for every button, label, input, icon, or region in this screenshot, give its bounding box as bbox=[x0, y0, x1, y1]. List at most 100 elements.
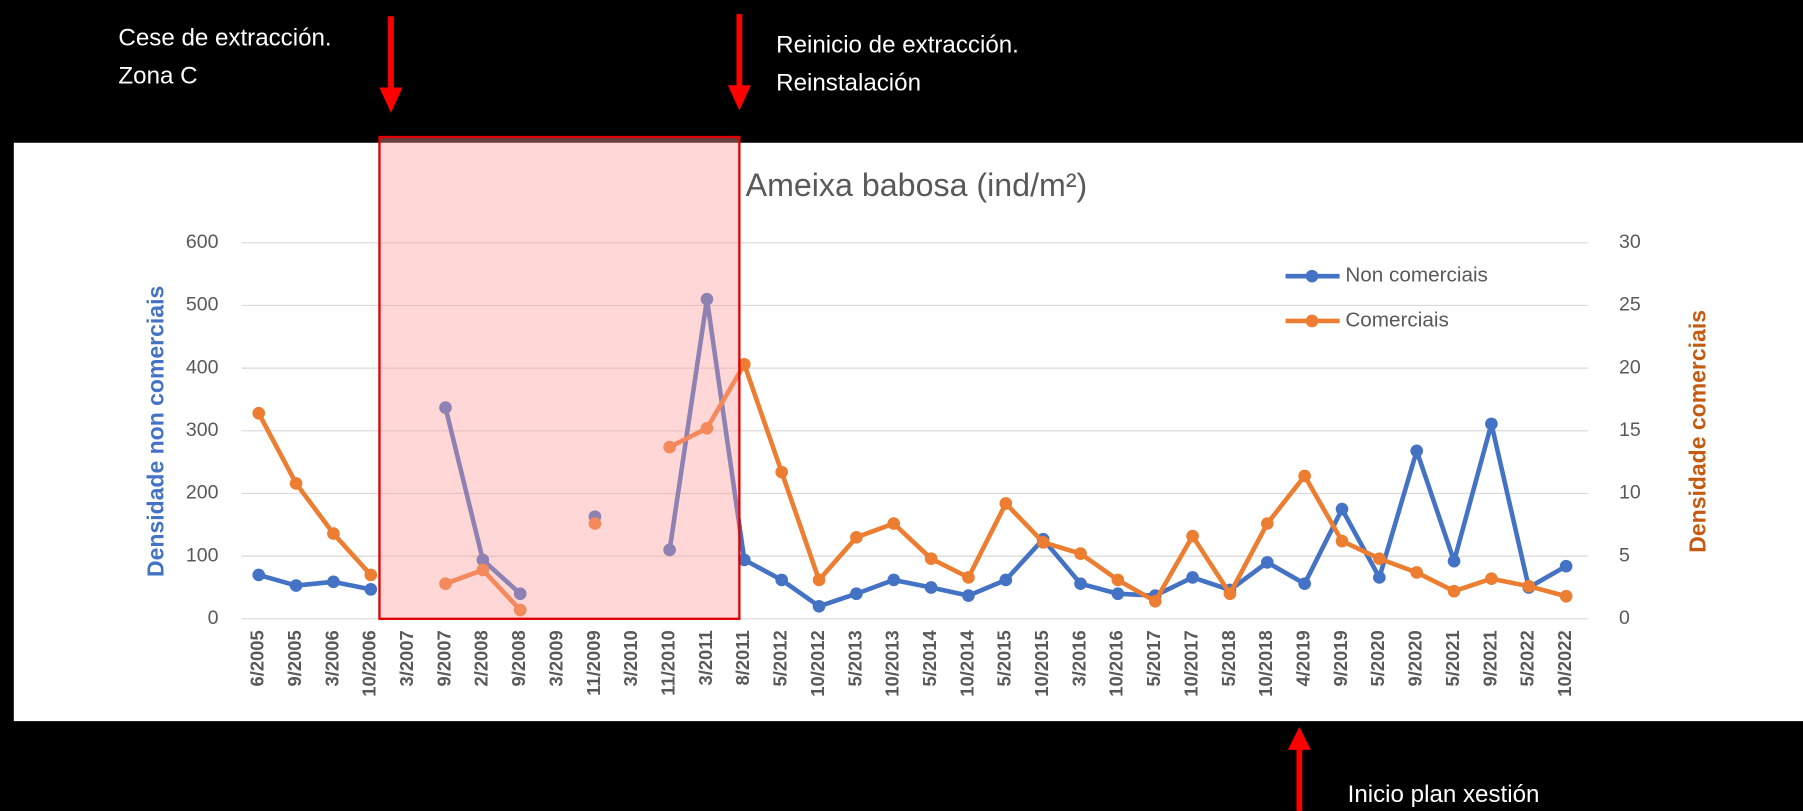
x-tick-label: 10/2018 bbox=[1255, 630, 1276, 696]
y-tick-label: 200 bbox=[186, 482, 219, 504]
x-tick-label: 5/2022 bbox=[1517, 630, 1538, 686]
x-tick-label: 5/2021 bbox=[1442, 630, 1463, 686]
data-point bbox=[588, 517, 602, 530]
y-tick-label: 0 bbox=[208, 607, 219, 629]
data-point bbox=[1260, 556, 1274, 569]
data-point bbox=[1186, 529, 1199, 543]
data-point bbox=[364, 568, 378, 582]
data-point bbox=[999, 497, 1013, 510]
annotation-text: Inicio plan xestión bbox=[1348, 781, 1540, 808]
annotation-text: Zona C bbox=[118, 63, 197, 90]
data-point bbox=[663, 440, 676, 454]
annotation-text: Reinstalación bbox=[776, 69, 921, 96]
y2-tick-label: 10 bbox=[1619, 482, 1641, 504]
data-point bbox=[999, 573, 1013, 587]
annotation: Reinicio de extracción. Reinstalación bbox=[727, 13, 1019, 111]
y2-tick-label: 25 bbox=[1619, 294, 1641, 316]
annotation: Cese de extracción. Zona C bbox=[118, 16, 403, 113]
arrow-head bbox=[727, 85, 751, 111]
data-point bbox=[775, 573, 789, 587]
data-point bbox=[1298, 577, 1311, 591]
x-tick-label: 10/2016 bbox=[1106, 630, 1127, 696]
y2-tick-label: 30 bbox=[1619, 231, 1641, 253]
x-tick-label: 9/2007 bbox=[433, 630, 454, 686]
data-point bbox=[924, 552, 938, 565]
data-point bbox=[1036, 536, 1050, 549]
data-point bbox=[1410, 566, 1424, 579]
x-tick-label: 3/2006 bbox=[321, 630, 342, 686]
x-tick-label: 2/2008 bbox=[471, 630, 492, 686]
y2-tick-label: 20 bbox=[1619, 356, 1641, 378]
data-point bbox=[476, 563, 490, 577]
annotation-text: Reinicio de extracción. bbox=[776, 32, 1019, 59]
data-point bbox=[1485, 572, 1498, 586]
x-tick-label: 5/2013 bbox=[844, 630, 865, 686]
arrow-head bbox=[1287, 726, 1311, 750]
series-line bbox=[258, 572, 372, 592]
chart-title: Ameixa babosa (ind/m²) bbox=[746, 167, 1088, 203]
data-point bbox=[850, 587, 863, 601]
data-point bbox=[812, 599, 826, 613]
data-point bbox=[1074, 547, 1087, 560]
arrow-head bbox=[379, 87, 403, 113]
data-point bbox=[1410, 444, 1424, 458]
y-tick-label: 600 bbox=[186, 231, 219, 253]
data-point bbox=[1373, 552, 1386, 565]
y2-tick-label: 15 bbox=[1619, 419, 1641, 441]
x-tick-label: 5/2020 bbox=[1367, 630, 1388, 686]
x-tick-label: 5/2012 bbox=[770, 630, 791, 686]
x-tick-label: 11/2010 bbox=[657, 630, 678, 695]
x-tick-label: 10/2013 bbox=[882, 630, 903, 696]
legend-marker bbox=[1305, 314, 1319, 328]
x-tick-label: 9/2020 bbox=[1405, 630, 1426, 686]
data-point bbox=[1111, 587, 1125, 601]
y2-tick-label: 0 bbox=[1619, 607, 1630, 629]
data-point bbox=[1260, 517, 1274, 530]
data-point bbox=[1335, 502, 1349, 516]
data-point bbox=[1335, 534, 1349, 548]
data-point bbox=[439, 401, 452, 414]
data-point bbox=[887, 517, 901, 530]
x-tick-label: 3/2010 bbox=[620, 630, 641, 686]
data-point bbox=[962, 571, 975, 584]
legend-label: Non comerciais bbox=[1345, 264, 1488, 287]
y-tick-label: 300 bbox=[186, 419, 219, 441]
x-tick-label: 5/2015 bbox=[994, 630, 1015, 686]
data-point bbox=[962, 589, 975, 602]
x-tick-label: 8/2011 bbox=[732, 630, 753, 685]
highlight-region bbox=[378, 135, 741, 620]
data-point bbox=[1559, 559, 1573, 573]
data-point bbox=[252, 406, 266, 420]
x-tick-label: 10/2012 bbox=[807, 630, 828, 696]
data-point bbox=[439, 577, 452, 591]
x-tick-label: 10/2022 bbox=[1554, 630, 1575, 696]
x-tick-label: 3/2016 bbox=[1068, 630, 1089, 686]
y-axis-label: Densidade non comerciais bbox=[143, 286, 169, 577]
data-point bbox=[924, 581, 938, 594]
x-tick-label: 10/2015 bbox=[1031, 630, 1052, 696]
x-tick-label: 9/2005 bbox=[284, 630, 305, 686]
x-tick-label: 3/2007 bbox=[396, 630, 417, 686]
legend-label: Comerciais bbox=[1345, 308, 1448, 331]
data-point bbox=[775, 465, 789, 479]
data-point bbox=[327, 527, 340, 540]
x-tick-label: 10/2006 bbox=[359, 630, 380, 696]
x-tick-label: 3/2009 bbox=[545, 630, 566, 686]
plot-panel bbox=[13, 142, 1803, 722]
data-point bbox=[327, 575, 340, 589]
data-point bbox=[1111, 573, 1125, 587]
data-point bbox=[476, 553, 490, 567]
x-tick-label: 9/2019 bbox=[1330, 630, 1351, 686]
data-point bbox=[513, 603, 527, 617]
x-tick-label: 3/2011 bbox=[695, 630, 716, 685]
x-tick-label: 5/2014 bbox=[919, 630, 940, 687]
data-point bbox=[1485, 417, 1498, 431]
data-point bbox=[513, 587, 527, 601]
data-point bbox=[1373, 571, 1386, 584]
data-point bbox=[1298, 469, 1311, 483]
x-tick-label: 5/2017 bbox=[1143, 630, 1164, 686]
y-tick-label: 100 bbox=[186, 544, 219, 566]
data-point bbox=[1186, 571, 1199, 584]
x-tick-label: 10/2017 bbox=[1180, 630, 1201, 696]
